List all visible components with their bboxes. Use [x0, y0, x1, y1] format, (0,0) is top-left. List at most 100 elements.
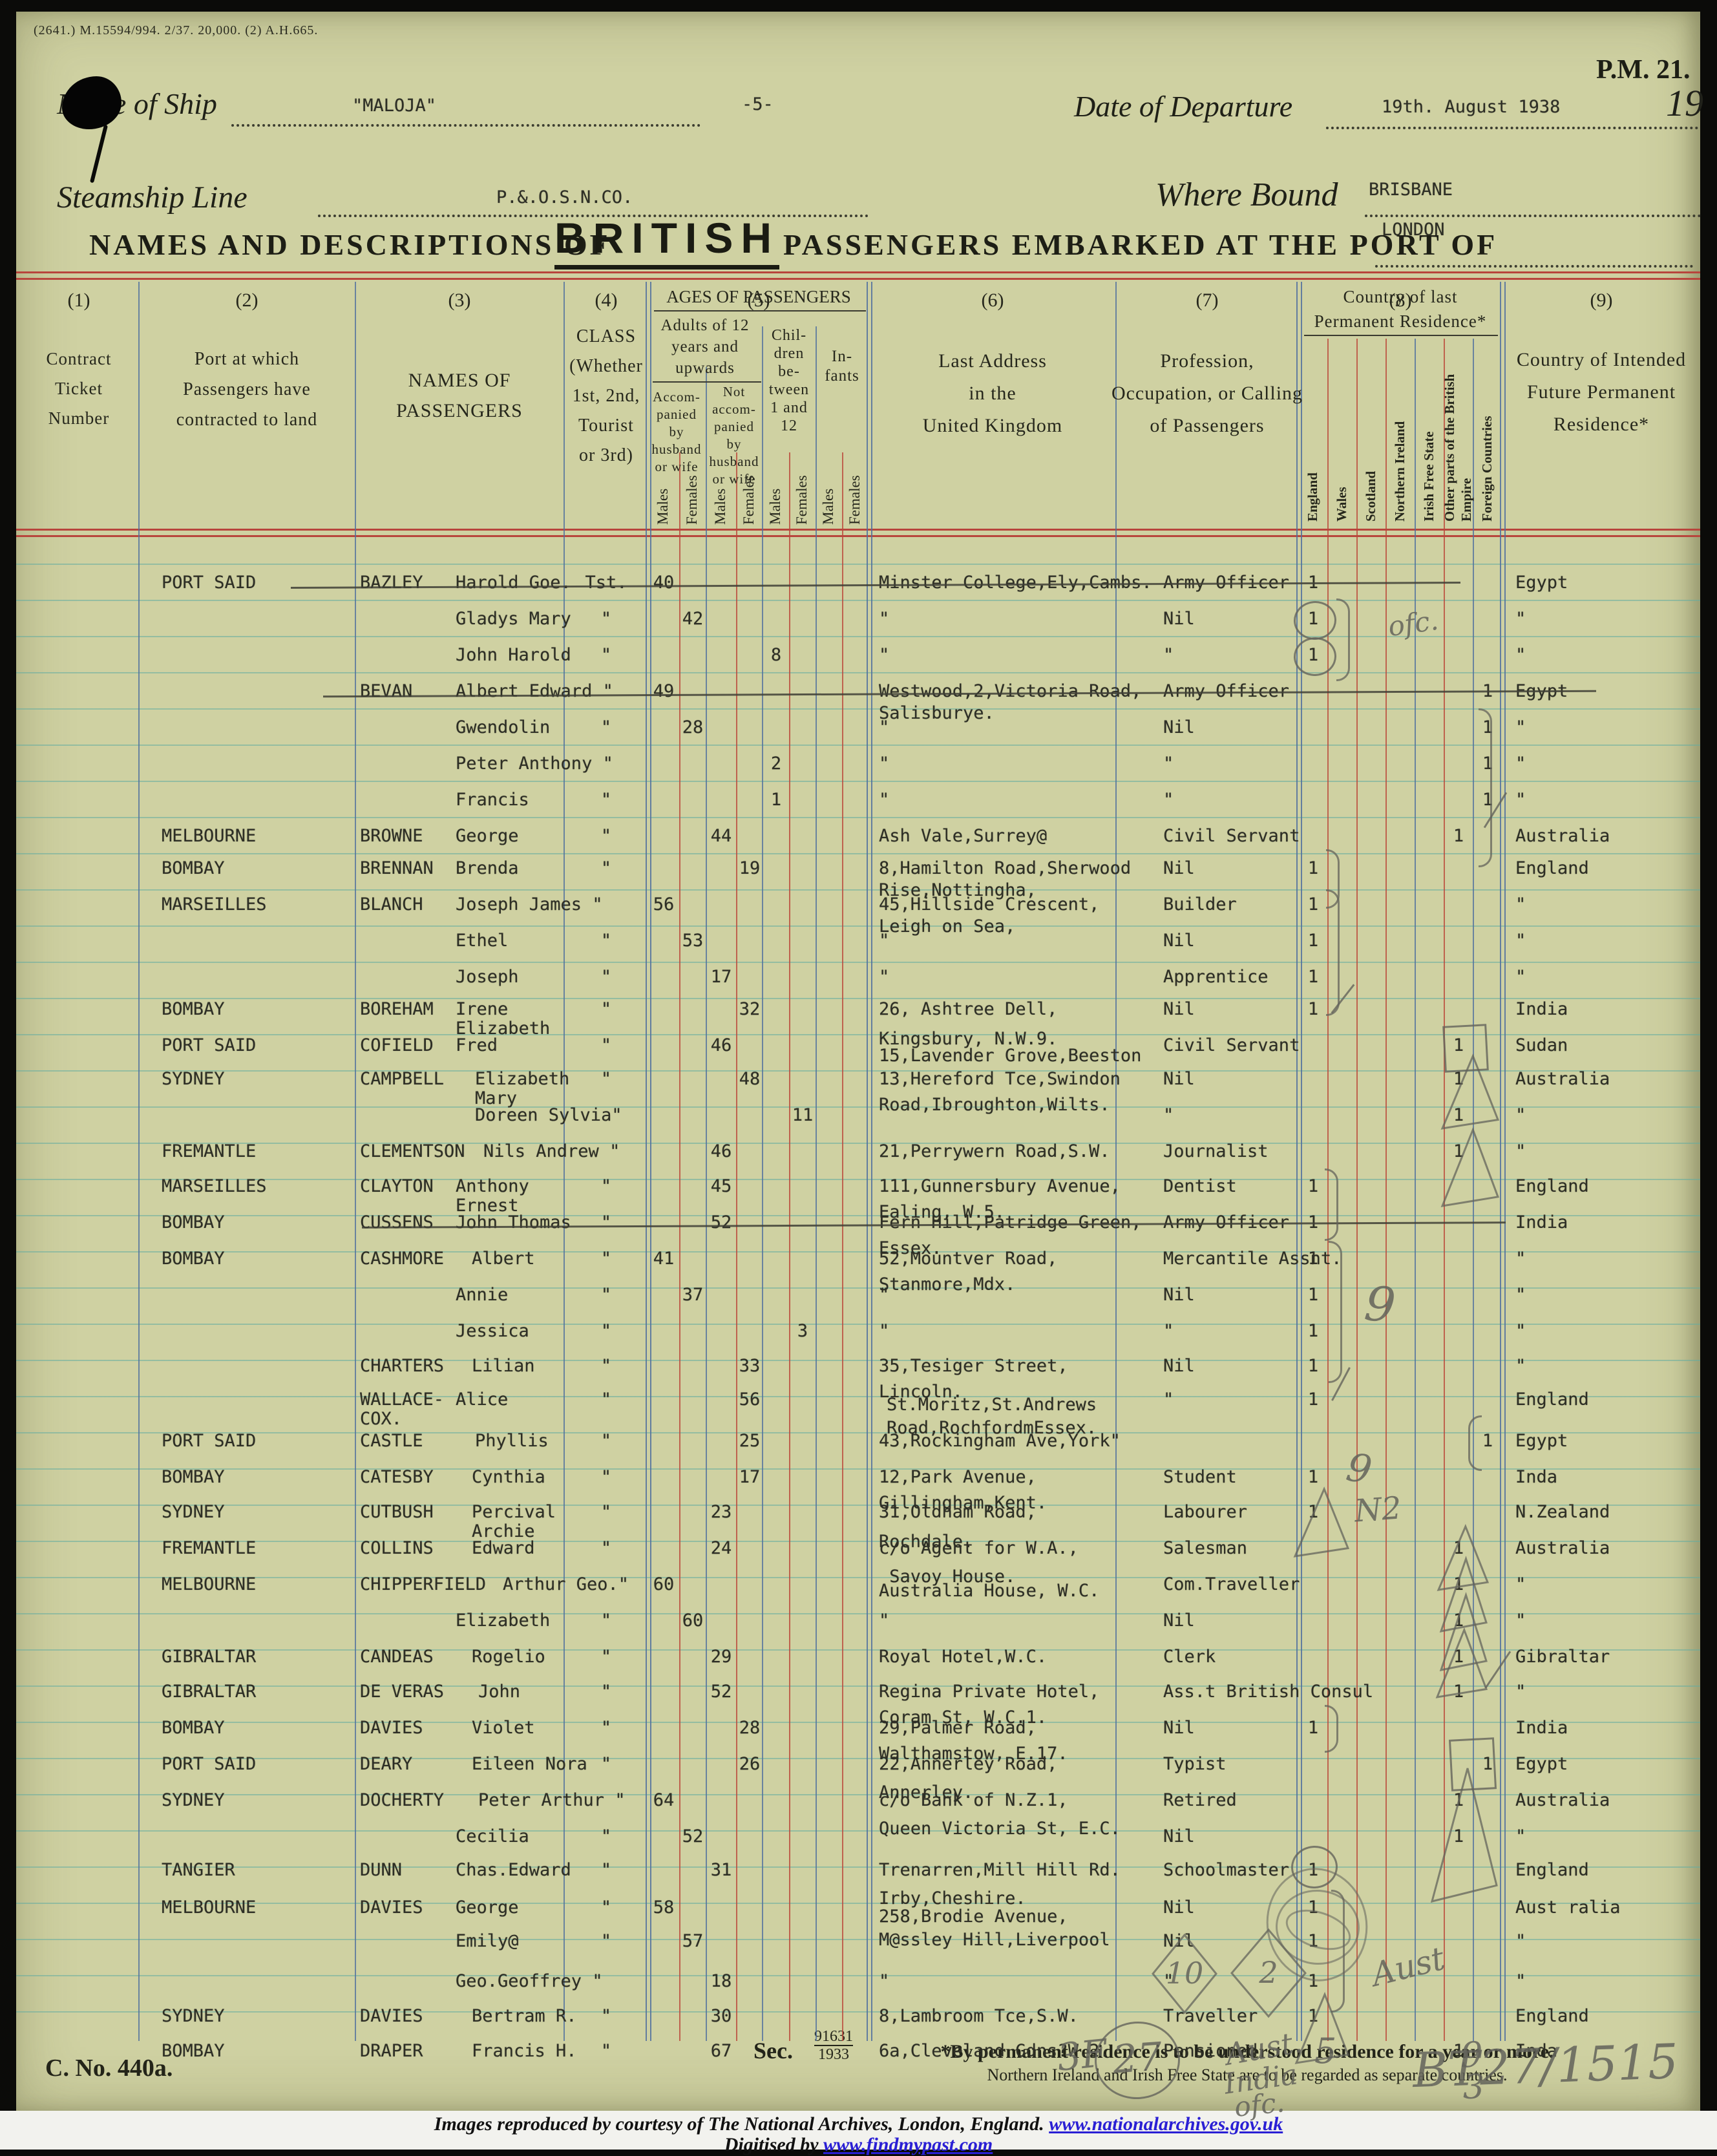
cell-country: ": [1515, 967, 1526, 987]
pencil-bracket-mark: [1336, 598, 1350, 681]
cell-age: 45: [710, 1176, 732, 1196]
cell-age: 2: [770, 754, 782, 774]
ages-not-accompanied-header: by: [726, 436, 742, 452]
cell-country: Sudan: [1515, 1035, 1568, 1055]
cell-given-name: John: [478, 1682, 521, 1702]
cell-port: PORT SAID: [162, 1035, 257, 1055]
cell-address: 26, Ashtree Dell,: [879, 999, 1058, 1019]
cell-class: ": [600, 1035, 612, 1055]
cell-residence-mark: 1: [1307, 1467, 1319, 1487]
cell-profession: Nil: [1163, 1285, 1195, 1305]
cell-profession: Nil: [1163, 999, 1195, 1019]
cell-class: ": [600, 1502, 612, 1522]
pencil-note: N2: [1353, 1490, 1403, 1530]
column-number: (7): [1196, 290, 1219, 311]
cell-residence-mark: 1: [1307, 1285, 1319, 1305]
table-rule-blue: [706, 367, 707, 2041]
column-number: (5): [747, 290, 770, 311]
cell-given-name: Albert: [472, 1249, 535, 1269]
cell-port: BOMBAY: [162, 999, 225, 1019]
cell-address: Coram St, W.C.1.: [879, 1707, 1048, 1728]
cell-given-name: Peter Arthur ": [478, 1790, 626, 1810]
cell-country: India: [1515, 1718, 1568, 1738]
cell-country: ": [1515, 1682, 1526, 1702]
cell-age: 18: [710, 1971, 732, 1991]
cell-class: ": [600, 1249, 612, 1269]
cell-surname: DRAPER: [360, 2041, 423, 2061]
findmypast-link[interactable]: www.findmypast.com: [823, 2134, 993, 2155]
cell-age: 57: [682, 1931, 704, 1951]
cell-surname: DOCHERTY: [360, 1790, 445, 1810]
cell-surname: COLLINS: [360, 1538, 434, 1558]
cell-age: 64: [653, 1790, 675, 1810]
cell-profession: Clerk: [1163, 1647, 1216, 1667]
cell-class: ": [600, 609, 612, 629]
cell-country: Australia: [1515, 826, 1610, 846]
pencil-triangle-mark: [1440, 1126, 1500, 1207]
cell-country: ": [1515, 1931, 1526, 1951]
cell-age: 26: [739, 1754, 761, 1774]
cell-class: ": [600, 2041, 612, 2061]
table-rule-blue: [871, 282, 872, 2041]
cell-port: BOMBAY: [162, 858, 225, 878]
pencil-bracket-mark: [1468, 1415, 1482, 1471]
cell-age: 25: [739, 1431, 761, 1451]
cell-surname: BLANCH: [360, 894, 423, 914]
cell-given-name: Chas.Edward: [456, 1860, 571, 1880]
col2-header: Port at which: [194, 349, 300, 369]
cell-profession: ": [1163, 754, 1174, 774]
ages-accompanied-header: or wife: [655, 459, 699, 474]
cell-address: Fern Hill,Patridge Green,: [879, 1212, 1142, 1232]
cell-profession: Mercantile Assnt.: [1163, 1249, 1342, 1269]
cell-class: ": [600, 1682, 612, 1702]
col7-header: of Passengers: [1150, 415, 1265, 436]
cell-given-name: Irene: [456, 999, 509, 1019]
cell-surname: BOREHAM: [360, 999, 434, 1019]
red-rule: [16, 278, 1700, 280]
table-rule-red: [789, 452, 790, 2041]
cell-surname: DE VERAS: [360, 1682, 445, 1702]
col9-header: Residence*: [1553, 414, 1650, 435]
cell-residence-mark: 1: [1453, 1538, 1464, 1558]
cell-residence-mark: 1: [1307, 1249, 1319, 1269]
cell-given-name: Joseph James ": [456, 894, 603, 914]
cell-profession: ": [1163, 1321, 1174, 1341]
steamship-line-label: Steamship Line: [57, 180, 248, 215]
cell-given-name: Annie: [456, 1285, 509, 1305]
residence-country-label: England: [1305, 472, 1320, 522]
table-rule-blue: [650, 282, 651, 2041]
col6-header: in the: [969, 383, 1017, 404]
ages-sex-label: Males: [655, 488, 671, 525]
pencil-bracket-mark: [1329, 1241, 1342, 1383]
cell-country: ": [1515, 790, 1526, 810]
cell-address: Regina Private Hotel,: [879, 1682, 1100, 1702]
pencil-diamond-mark: [1230, 1928, 1307, 2018]
cell-profession: Civil Servant: [1163, 1035, 1300, 1055]
cell-age: 3: [797, 1321, 808, 1341]
cell-profession: Nil: [1163, 1356, 1195, 1376]
cell-country: ": [1515, 1356, 1526, 1376]
cell-profession: Labourer: [1163, 1502, 1248, 1522]
cell-age: 48: [739, 1069, 761, 1089]
col3-header: PASSENGERS: [396, 400, 523, 421]
pencil-bracket-mark: [1326, 889, 1340, 1016]
cell-surname: CHIPPERFIELD: [360, 1574, 487, 1594]
cell-port: BOMBAY: [162, 2041, 225, 2061]
national-archives-link[interactable]: www.nationalarchives.gov.uk: [1049, 2113, 1283, 2135]
cell-address: 13,Hereford Tce,Swindon: [879, 1069, 1121, 1089]
cell-given-name: Violet: [472, 1718, 535, 1738]
cell-port: SYDNEY: [162, 1502, 225, 1522]
printed-19: 19: [1666, 82, 1703, 124]
cell-country: ": [1515, 931, 1526, 951]
cell-profession: Ass.t British Consul: [1163, 1682, 1374, 1702]
cell-age: 60: [653, 1574, 675, 1594]
col7-header: Occupation, or Calling: [1111, 383, 1303, 404]
cell-class: ": [600, 1931, 612, 1951]
cell-residence-mark: 1: [1453, 2041, 1464, 2061]
cell-residence-mark: 1: [1453, 1105, 1464, 1125]
form-reference: (2641.) M.15594/994. 2/37. 20,000. (2) A…: [34, 23, 319, 37]
pencil-bracket-mark: [1479, 708, 1492, 867]
cell-class: ": [600, 1390, 612, 1410]
cell-surname: DAVIES: [360, 1897, 423, 1918]
cell-address: ": [879, 1321, 890, 1341]
